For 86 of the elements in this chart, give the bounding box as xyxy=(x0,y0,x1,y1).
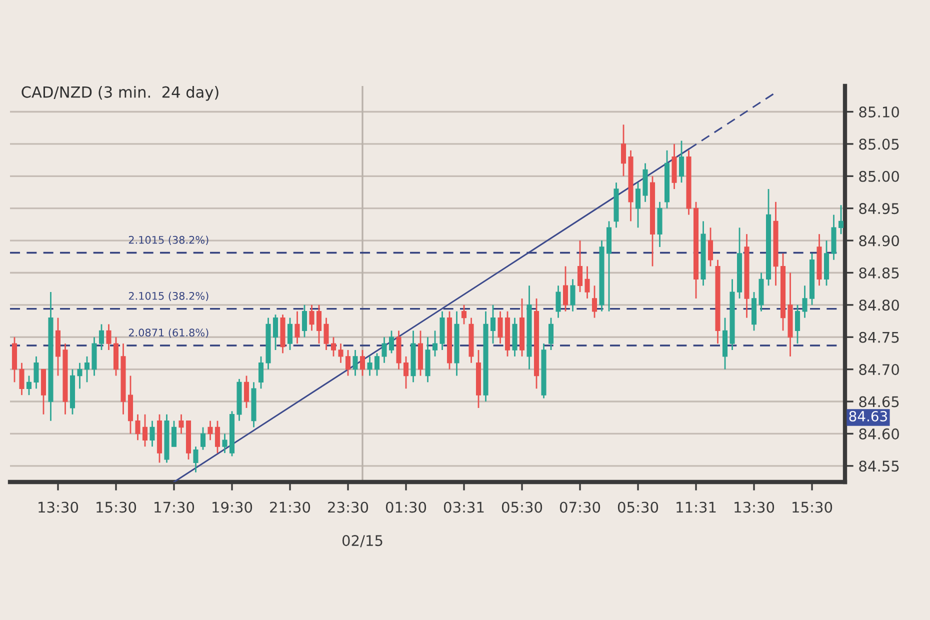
y-tick-label: 84.55 xyxy=(859,460,899,472)
candlestick xyxy=(84,356,90,383)
candlestick xyxy=(490,304,496,344)
candlestick xyxy=(272,314,278,351)
x-tick-label: 15:30 xyxy=(792,502,832,513)
candlestick xyxy=(562,266,568,312)
candlestick xyxy=(802,284,808,318)
x-tick-label: 13:30 xyxy=(734,502,774,513)
candlestick xyxy=(287,317,293,351)
y-tick-label: 84.90 xyxy=(859,235,899,246)
candlestick xyxy=(577,240,583,293)
y-tick-label: 84.80 xyxy=(859,300,899,311)
y-tick-label: 85.10 xyxy=(859,106,899,118)
x-tick-label: 01:30 xyxy=(386,502,426,513)
candlestick xyxy=(324,317,329,351)
candlestick xyxy=(135,414,140,441)
x-tick-label: 23:30 xyxy=(328,502,368,513)
candlestick xyxy=(214,420,220,454)
y-tick-label: 84.65 xyxy=(859,396,899,408)
candlestick xyxy=(708,226,714,267)
x-tick-label: 19:30 xyxy=(212,502,252,513)
candlestick xyxy=(678,140,684,184)
candlestick xyxy=(200,426,206,450)
text: 84.63 xyxy=(849,410,887,422)
candlestick xyxy=(367,356,372,376)
y-tick-label: 85.05 xyxy=(859,138,899,150)
candlestick xyxy=(838,204,844,235)
x-tick-label: 05:30 xyxy=(502,502,542,513)
candlestick xyxy=(620,124,626,177)
annotation: 2.1015 (38.2%) xyxy=(128,236,208,246)
x-tick-label: 15:30 xyxy=(96,502,136,513)
x-tick-label: 13:30 xyxy=(38,502,78,513)
candlestick xyxy=(374,352,380,376)
y-tick-label: 84.75 xyxy=(859,332,899,343)
candlestick xyxy=(592,284,598,318)
candlestick xyxy=(345,349,351,376)
annotation: 2.1015 (38.2%) xyxy=(128,292,208,302)
candlestick xyxy=(171,420,177,448)
candlestick xyxy=(208,420,213,441)
y-tick-label: 84.95 xyxy=(859,203,899,214)
candlestick xyxy=(584,266,590,300)
candlestick xyxy=(794,304,800,344)
candlestick xyxy=(19,362,24,396)
candlestick xyxy=(352,349,358,376)
candlestick xyxy=(556,284,561,318)
candlestick xyxy=(294,310,300,344)
x-tick-label: 11:31 xyxy=(676,502,716,513)
candlestick xyxy=(106,324,112,351)
candlestick xyxy=(222,433,228,454)
candlestick xyxy=(150,420,155,448)
candlestick xyxy=(258,356,264,390)
y-tick-label: 84.70 xyxy=(859,364,899,376)
candlestick xyxy=(403,356,409,390)
candlestick xyxy=(360,349,366,376)
x-tick-label: 05:30 xyxy=(618,502,658,513)
candlestick xyxy=(382,336,387,364)
x-tick-label: 21:30 xyxy=(270,502,310,513)
y-tick-label: 85.00 xyxy=(859,170,899,182)
candlestick xyxy=(26,375,32,396)
candlestick xyxy=(548,317,554,351)
x-tick-label: 03:31 xyxy=(444,502,484,513)
candlestick xyxy=(34,356,39,390)
candlestick xyxy=(193,446,198,474)
candlestick xyxy=(338,342,344,364)
candlestick xyxy=(388,330,394,354)
candlestick xyxy=(432,330,438,358)
candlestick xyxy=(98,324,104,351)
x-tick-label: 07:30 xyxy=(560,502,600,513)
x-tick-label: 17:30 xyxy=(154,502,194,513)
y-tick-label: 84.85 xyxy=(859,267,899,278)
candlestick xyxy=(461,304,467,325)
chart-title: CAD/NZD (3 min. 24 day) xyxy=(22,86,218,101)
candlestick xyxy=(142,414,148,448)
candlestick xyxy=(244,375,250,409)
y-tick-label: 84.60 xyxy=(859,428,899,440)
candlestick xyxy=(498,310,503,344)
candlestick xyxy=(635,182,641,228)
candlestick xyxy=(302,304,308,338)
candlestick xyxy=(77,362,82,390)
candlestick xyxy=(309,304,314,332)
candlestick xyxy=(178,414,184,434)
candlestick xyxy=(330,336,336,358)
text: 02/15 xyxy=(342,535,382,548)
annotation: 2.0871 (61.8%) xyxy=(128,328,208,338)
candlestick xyxy=(570,278,576,312)
candlestick xyxy=(316,304,322,344)
